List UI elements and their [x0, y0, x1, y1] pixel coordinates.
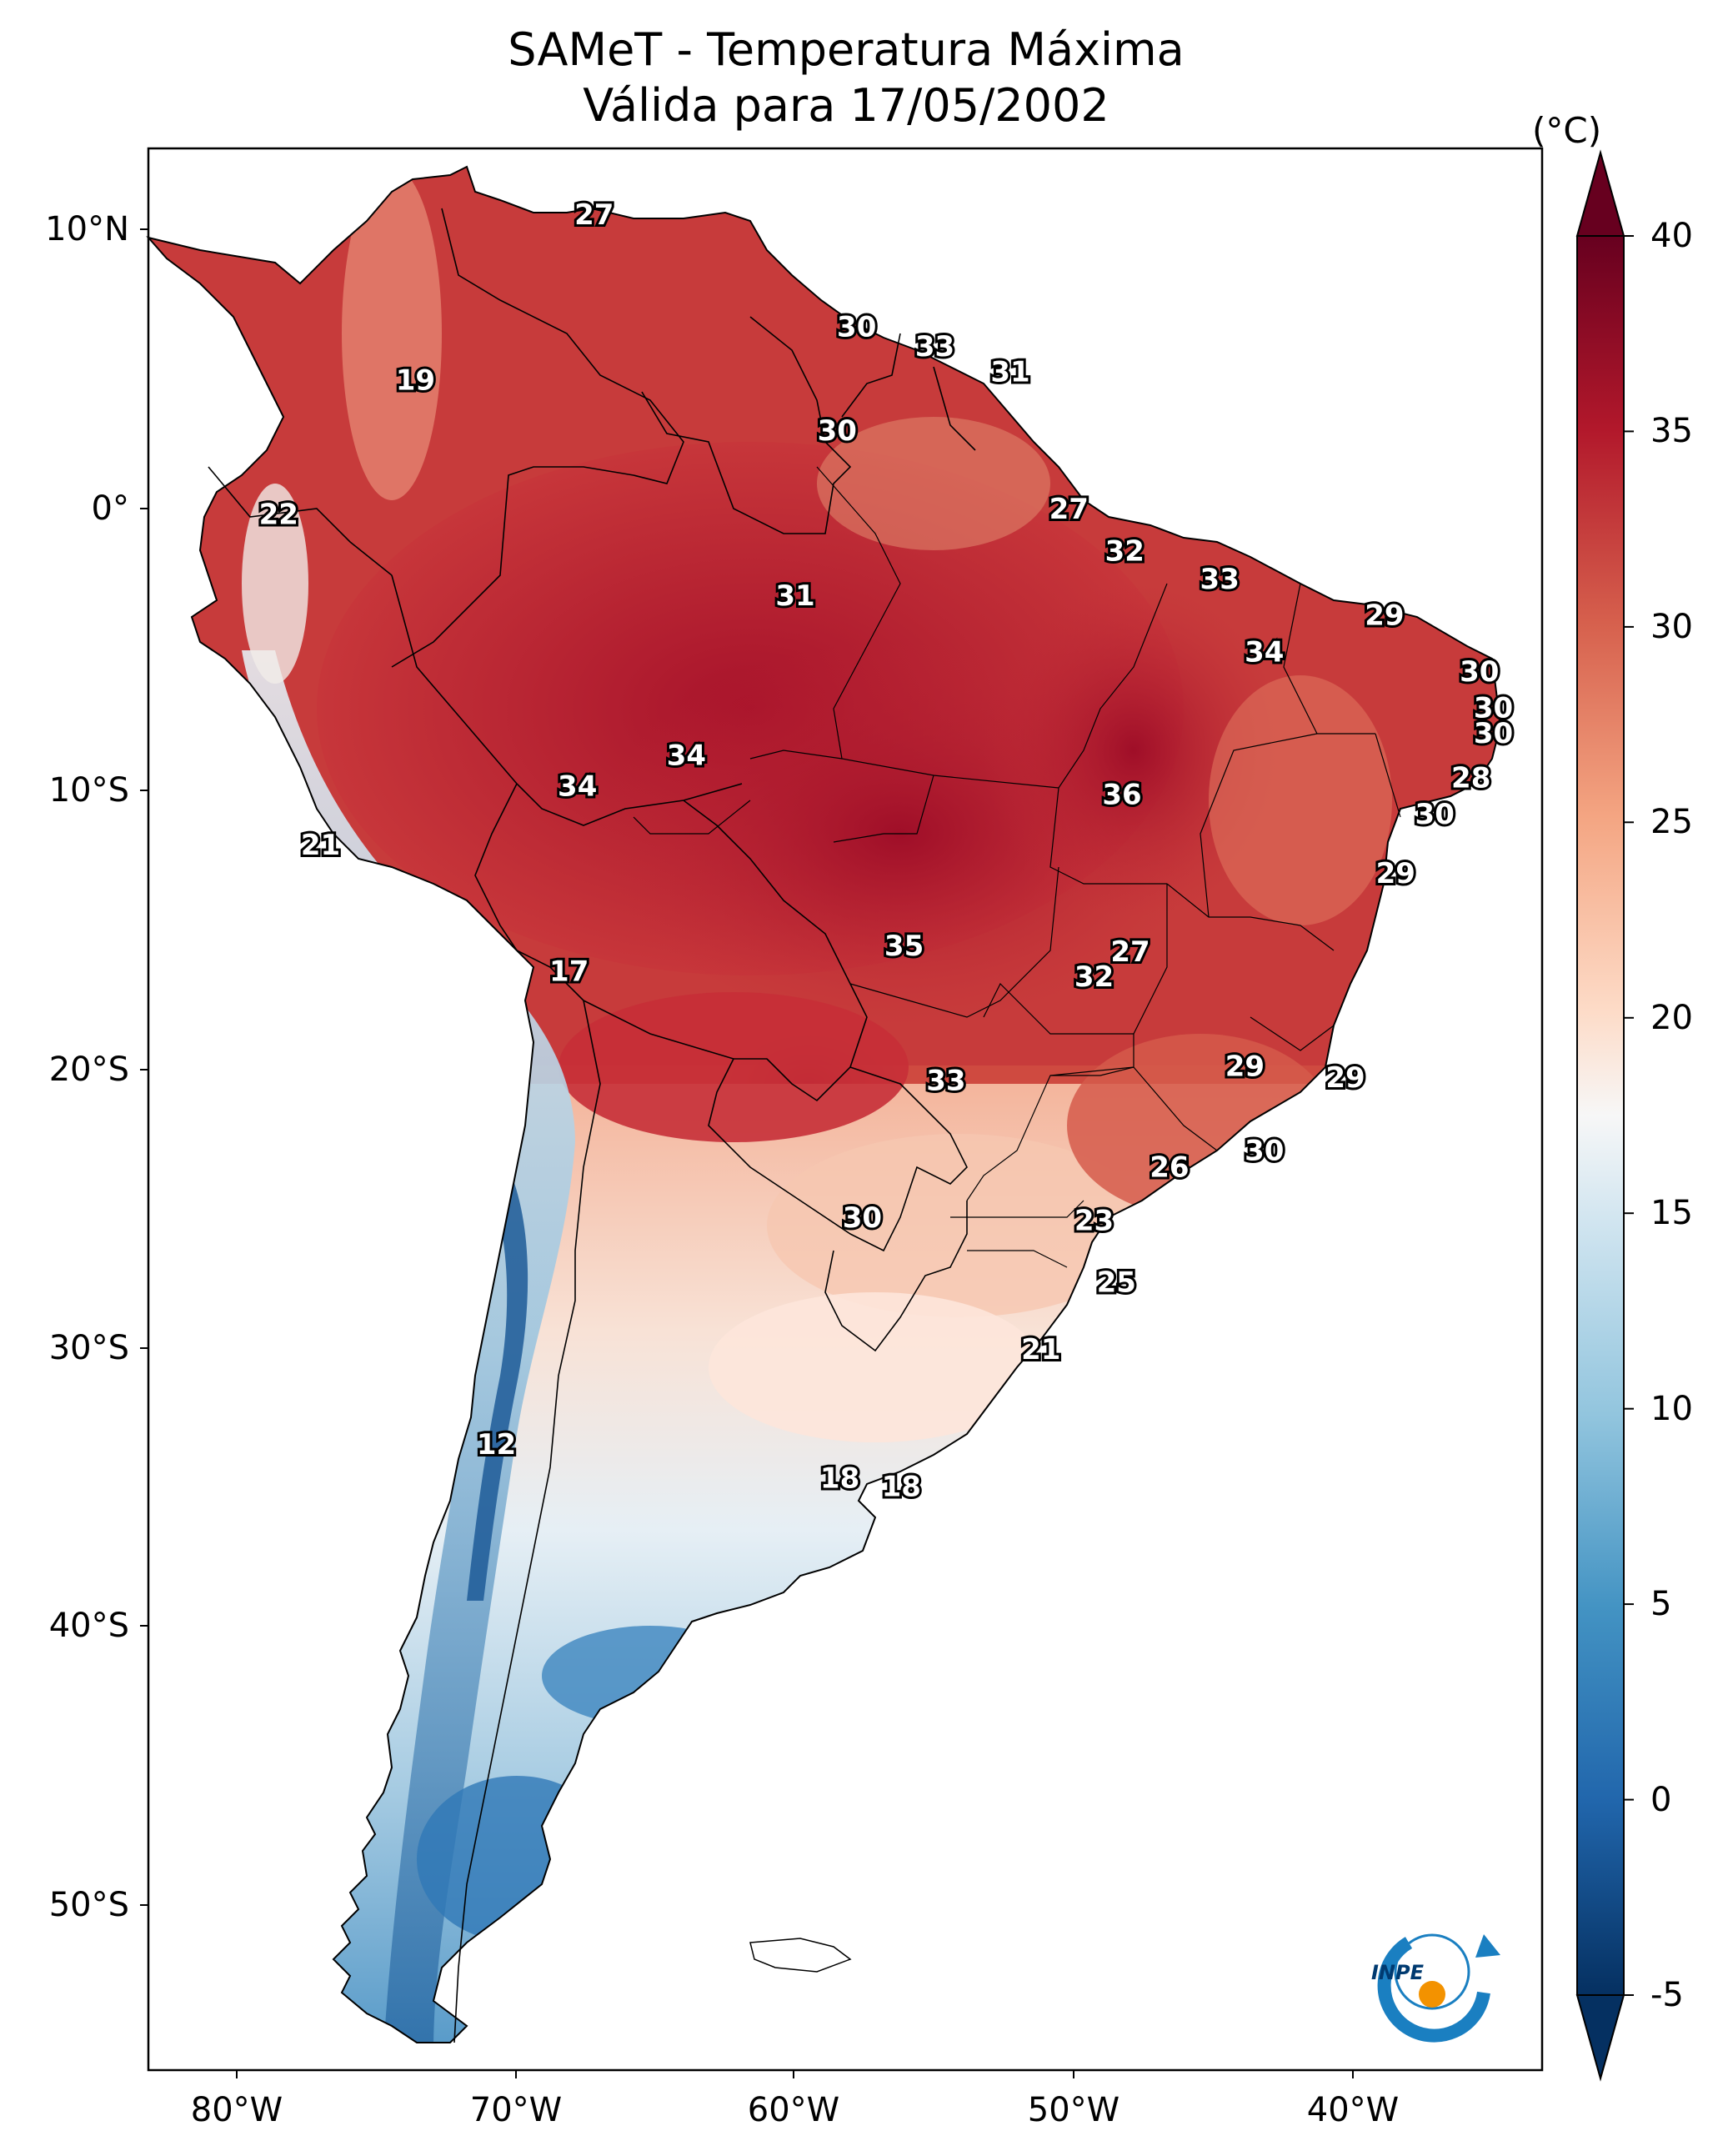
colorbar-tick-label: 25	[1650, 803, 1693, 842]
colorbar-tick-label: 15	[1650, 1194, 1693, 1233]
temperature-value-label: 26	[1150, 1151, 1189, 1185]
lon-label: 70°W	[469, 2091, 563, 2129]
lon-label: 50°W	[1027, 2091, 1120, 2129]
temperature-value-label: 34	[667, 740, 706, 773]
temperature-value-label: 35	[884, 930, 924, 963]
temperature-value-label: 34	[1245, 635, 1284, 669]
colorbar-tick-label: 20	[1650, 998, 1693, 1037]
temperature-value-label: 21	[1021, 1333, 1060, 1366]
lat-label: 50°S	[48, 1886, 129, 1924]
temperature-value-label: 32	[1105, 534, 1144, 568]
falkland-islands	[749, 1938, 852, 1973]
colorbar-tick-label: -5	[1650, 1976, 1684, 2014]
lon-label: 80°W	[190, 2091, 283, 2129]
colorbar-tick-label: 30	[1650, 607, 1693, 646]
lat-label: 40°S	[48, 1607, 129, 1645]
lat-label: 0°	[91, 489, 129, 528]
lat-label: 10°S	[48, 771, 129, 810]
temperature-value-label: 29	[1376, 857, 1415, 890]
colorbar-min-arrow	[1575, 1994, 1625, 2082]
lat-label: 30°S	[48, 1329, 129, 1367]
colorbar-max-arrow	[1575, 149, 1625, 237]
map-frame	[147, 147, 1544, 2072]
chart-title-line-2: Válida para 17/05/2002	[583, 79, 1109, 132]
axis-ticks	[140, 228, 1354, 2078]
colorbar-tick-label: 10	[1650, 1389, 1693, 1428]
temperature-value-label: 33	[915, 330, 954, 364]
temperature-value-label: 30	[843, 1201, 882, 1235]
lat-label: 20°S	[48, 1050, 129, 1089]
temperature-value-label: 19	[396, 364, 435, 397]
chart-title-line-1: SAMeT - Temperatura Máxima	[508, 23, 1185, 76]
lon-label: 60°W	[747, 2091, 840, 2129]
temperature-value-label: 12	[477, 1428, 516, 1462]
temperature-value-label: 30	[1474, 692, 1513, 725]
temperature-value-label: 30	[837, 311, 876, 344]
colorbar-tick-label: 0	[1650, 1780, 1672, 1819]
temperature-value-label: 29	[1225, 1050, 1265, 1084]
temperature-value-label: 30	[818, 414, 857, 448]
temperature-value-label: 31	[775, 579, 814, 613]
colorbar-bar	[1576, 235, 1625, 1996]
temperature-value-label: 18	[882, 1471, 921, 1504]
temperature-value-label: 17	[549, 955, 589, 988]
temperature-value-label: 31	[990, 355, 1029, 389]
temperature-value-label: 25	[1097, 1266, 1136, 1299]
temperature-value-label: 30	[1474, 717, 1513, 750]
temperature-value-label: 27	[1110, 935, 1150, 969]
logo-text: INPE	[1371, 1961, 1425, 1984]
temperature-value-label: 27	[574, 198, 614, 232]
temperature-value-label: 33	[1200, 563, 1240, 596]
inpe-logo: INPE	[1371, 1933, 1500, 2043]
temperature-value-label: 32	[1074, 960, 1114, 994]
colorbar-tick-label: 40	[1650, 217, 1693, 255]
temperature-value-label: 30	[1245, 1134, 1284, 1167]
temperature-value-label: 29	[1325, 1061, 1365, 1095]
temperature-value-label: 30	[1460, 655, 1499, 689]
temperature-value-label: 36	[1102, 779, 1141, 812]
temperature-value-label: 30	[1415, 798, 1455, 831]
temperature-value-label: 33	[926, 1064, 965, 1097]
temperature-value-label: 29	[1365, 599, 1404, 633]
lon-label: 40°W	[1306, 2091, 1400, 2129]
lat-label: 10°N	[45, 210, 129, 248]
temperature-value-label: 34	[558, 770, 597, 804]
country-borders	[208, 208, 976, 2043]
temperature-value-label: 21	[301, 829, 340, 862]
state-borders	[633, 466, 1401, 1268]
colorbar-tick-label: 35	[1650, 412, 1693, 451]
colorbar-unit: (°C)	[1532, 110, 1602, 151]
colorbar	[1575, 149, 1634, 2082]
temperature-value-label: 22	[259, 499, 298, 532]
colorbar-tick-label: 5	[1650, 1585, 1672, 1624]
sun-icon	[1419, 1981, 1445, 2008]
temperature-value-label: 18	[820, 1462, 859, 1496]
temperature-value-label: 23	[1074, 1204, 1114, 1237]
temperature-value-label: 27	[1049, 493, 1089, 526]
temperature-value-label: 28	[1451, 762, 1490, 795]
